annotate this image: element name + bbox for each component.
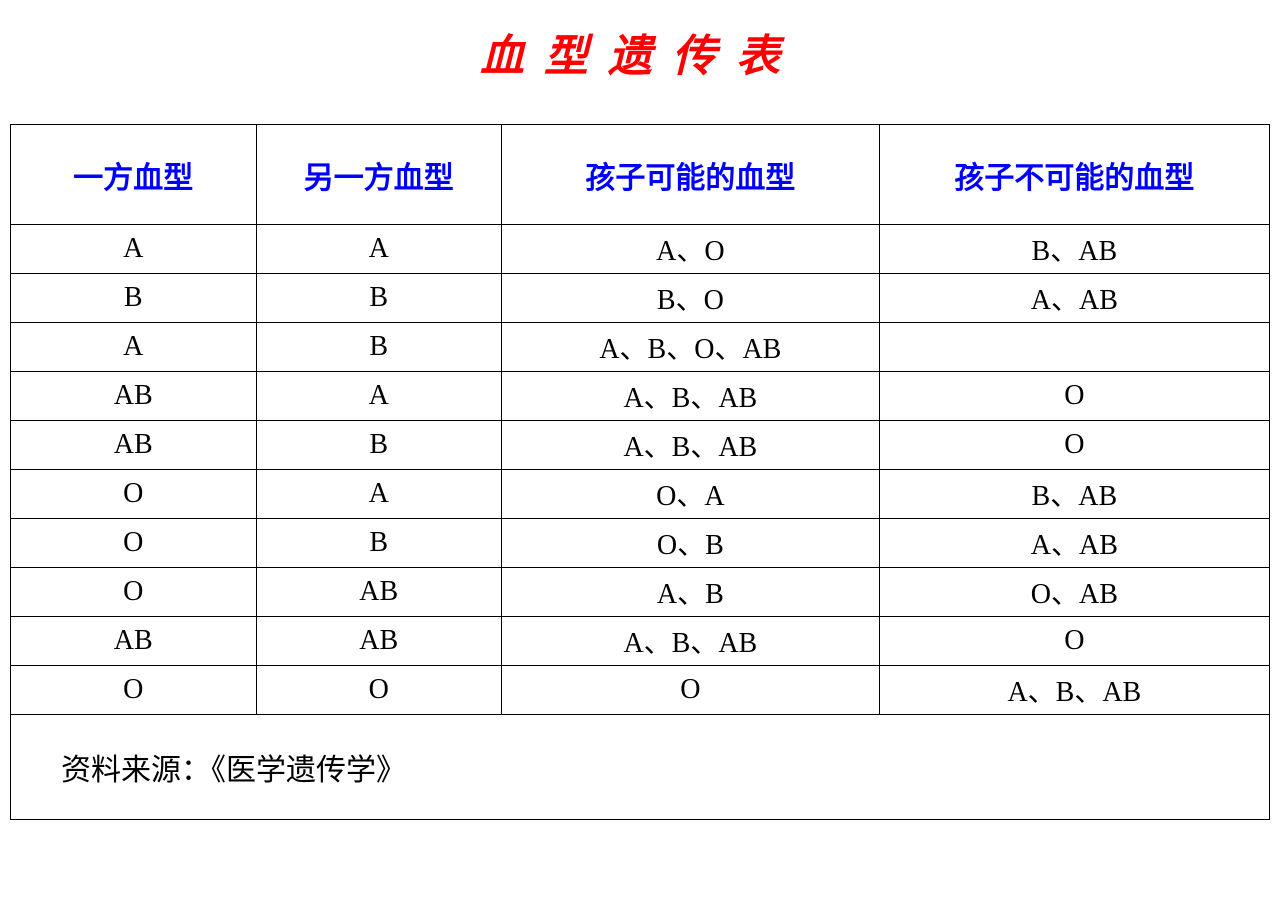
column-header-possible: 孩子可能的血型 [502,125,880,225]
table-cell: AB [11,421,257,470]
table-cell: A、B、AB [879,666,1269,715]
source-row: 资料来源：《医学遗传学》 [11,715,1270,820]
table-row: ABBA、B、ABO [11,421,1270,470]
table-cell: B [256,323,502,372]
table-row: OBO、BA、AB [11,519,1270,568]
column-header-impossible: 孩子不可能的血型 [879,125,1269,225]
source-text: 资料来源：《医学遗传学》 [11,715,1270,820]
table-row: OABA、BO、AB [11,568,1270,617]
table-cell: B、O [502,274,880,323]
table-cell [879,323,1269,372]
table-cell: AB [256,568,502,617]
table-row: ABAA、B、ABO [11,372,1270,421]
table-row: ABA、B、O、AB [11,323,1270,372]
table-row: BBB、OA、AB [11,274,1270,323]
column-header-parent2: 另一方血型 [256,125,502,225]
table-cell: A、B、AB [502,617,880,666]
table-cell: A、AB [879,274,1269,323]
column-header-parent1: 一方血型 [11,125,257,225]
table-cell: B [256,274,502,323]
table-cell: A、B、AB [502,421,880,470]
table-cell: O [879,617,1269,666]
table-cell: O、A [502,470,880,519]
table-cell: O [11,519,257,568]
table-cell: O [502,666,880,715]
table-cell: O、AB [879,568,1269,617]
table-cell: B [11,274,257,323]
table-row: OAO、AB、AB [11,470,1270,519]
table-row: AAA、OB、AB [11,225,1270,274]
table-cell: B [256,519,502,568]
blood-type-table: 一方血型 另一方血型 孩子可能的血型 孩子不可能的血型 AAA、OB、ABBBB… [10,124,1270,820]
table-cell: O [11,666,257,715]
table-cell: A [256,225,502,274]
table-cell: O [879,421,1269,470]
table-cell: AB [256,617,502,666]
page-title: 血型遗传表 [10,20,1270,84]
table-cell: A、B、O、AB [502,323,880,372]
table-cell: O [11,470,257,519]
table-cell: B、AB [879,225,1269,274]
table-header-row: 一方血型 另一方血型 孩子可能的血型 孩子不可能的血型 [11,125,1270,225]
table-row: ABABA、B、ABO [11,617,1270,666]
table-cell: A [11,225,257,274]
table-cell: A [256,470,502,519]
table-cell: A [11,323,257,372]
table-cell: A、B [502,568,880,617]
table-cell: A、O [502,225,880,274]
table-cell: A [256,372,502,421]
table-cell: B、AB [879,470,1269,519]
table-cell: O、B [502,519,880,568]
table-cell: A、B、AB [502,372,880,421]
table-cell: O [256,666,502,715]
table-cell: A、AB [879,519,1269,568]
table-row: OOOA、B、AB [11,666,1270,715]
table-cell: AB [11,372,257,421]
table-cell: O [11,568,257,617]
table-cell: B [256,421,502,470]
table-cell: O [879,372,1269,421]
table-cell: AB [11,617,257,666]
